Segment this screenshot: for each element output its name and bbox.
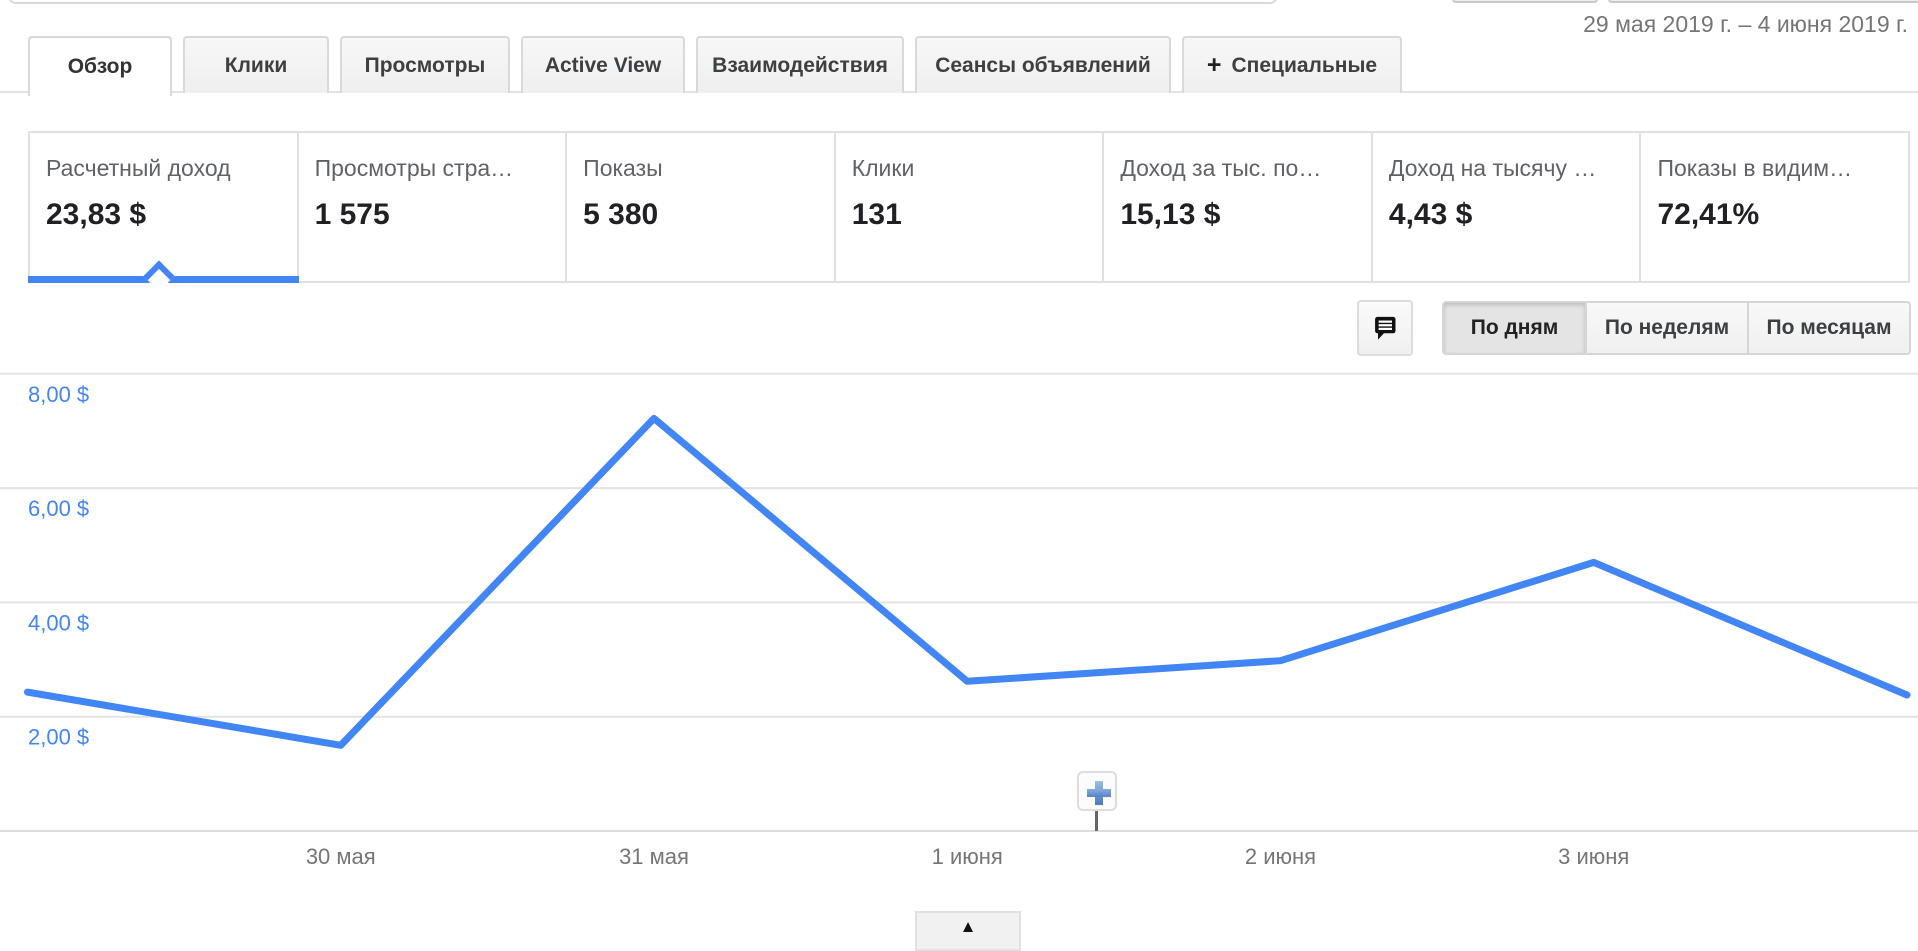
annotation-marker-stem [1095, 806, 1098, 831]
metric-card-viewable-impressions[interactable]: Показы в видим… 72,41% [1639, 131, 1911, 283]
tab-interactions[interactable]: Взаимодействия [696, 36, 904, 93]
tab-views[interactable]: Просмотры [340, 36, 510, 93]
svg-text:31 мая: 31 мая [619, 844, 689, 869]
add-annotation-marker[interactable] [1077, 771, 1117, 811]
tab-active-view[interactable]: Active View [521, 36, 685, 93]
date-range-label[interactable]: 29 мая 2019 г. – 4 июня 2019 г. [1583, 11, 1908, 37]
metric-card-rpm[interactable]: Доход за тыс. по… 15,13 $ [1102, 131, 1373, 283]
tab-ad-sessions[interactable]: Сеансы объявлений [915, 36, 1171, 93]
svg-text:3 июня: 3 июня [1558, 844, 1629, 869]
tab-clicks[interactable]: Клики [183, 36, 329, 93]
plus-icon: + [1206, 51, 1222, 79]
plus-icon [1087, 789, 1111, 797]
granularity-switch: По дням По неделям По месяцам [1442, 301, 1911, 355]
metric-card-page-views[interactable]: Просмотры стра… 1 575 [296, 131, 568, 283]
tab-overview[interactable]: Обзор [28, 36, 172, 96]
filter-input-edge[interactable] [8, 0, 1278, 4]
report-tabs: Обзор Клики Просмотры Active View Взаимо… [28, 36, 1402, 96]
collapse-chart-button[interactable]: ▲ [915, 911, 1021, 951]
metric-card-estimated-revenue[interactable]: Расчетный доход 23,83 $ [28, 131, 299, 292]
svg-text:1 июня: 1 июня [932, 844, 1003, 869]
metric-card-impressions[interactable]: Показы 5 380 [565, 131, 836, 283]
up-arrow-icon: ▲ [959, 917, 977, 936]
annotations-button[interactable] [1357, 300, 1413, 356]
tab-custom[interactable]: + Специальные [1182, 36, 1402, 93]
svg-text:8,00 $: 8,00 $ [28, 382, 89, 407]
svg-text:6,00 $: 6,00 $ [28, 496, 89, 521]
metric-cards: Расчетный доход 23,83 $ Просмотры стра… … [28, 131, 1911, 292]
svg-text:2,00 $: 2,00 $ [28, 725, 89, 750]
granularity-by-month[interactable]: По месяцам [1747, 301, 1911, 355]
selected-metric-notch [143, 260, 175, 292]
svg-text:2 июня: 2 июня [1245, 844, 1316, 869]
daterange-picker-edge[interactable] [1608, 0, 1918, 3]
comment-bubble-icon [1375, 316, 1396, 340]
granularity-by-day[interactable]: По дням [1442, 301, 1587, 355]
metric-card-cpm[interactable]: Доход на тысячу … 4,43 $ [1370, 131, 1642, 283]
svg-text:30 мая: 30 мая [306, 844, 376, 869]
toolbar-button-edge[interactable] [1452, 0, 1598, 3]
granularity-by-week[interactable]: По неделям [1585, 301, 1749, 355]
svg-text:4,00 $: 4,00 $ [28, 610, 89, 635]
metric-card-clicks[interactable]: Клики 131 [833, 131, 1105, 283]
